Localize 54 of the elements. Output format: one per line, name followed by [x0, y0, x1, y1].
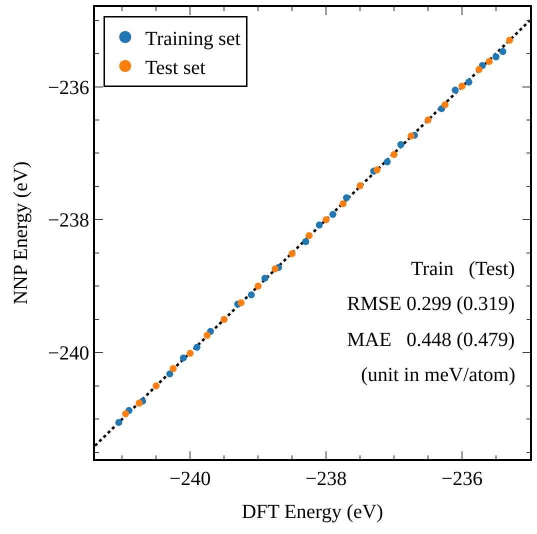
point — [458, 82, 466, 90]
point — [186, 350, 194, 357]
annotation: MAE 0.448 (0.479) — [347, 329, 515, 351]
y-tick-label: −236 — [48, 76, 90, 99]
point — [316, 222, 323, 229]
point — [272, 265, 279, 272]
point — [506, 36, 514, 44]
point — [492, 53, 500, 60]
point — [220, 316, 228, 323]
point — [340, 200, 347, 208]
point — [424, 116, 432, 124]
x-tick-label: −236 — [441, 468, 483, 490]
x-tick-label: −240 — [170, 468, 211, 490]
y-tick-label: −238 — [48, 210, 90, 232]
point — [499, 48, 506, 56]
point — [122, 410, 130, 418]
point — [306, 232, 313, 240]
x-axis-title: DFT Energy (eV) — [242, 500, 384, 523]
point — [342, 194, 350, 202]
y-tick-label: −240 — [48, 342, 90, 365]
point — [452, 86, 459, 94]
point — [152, 382, 160, 390]
point — [476, 66, 483, 73]
point — [397, 141, 404, 148]
point — [408, 132, 415, 140]
point — [115, 418, 122, 426]
x-tick-label: −238 — [305, 468, 347, 490]
annotation: (unit in meV/atom) — [361, 364, 516, 386]
legend-label: Test set — [145, 56, 206, 79]
point — [322, 216, 330, 224]
point — [288, 250, 296, 258]
point — [390, 151, 398, 158]
point — [204, 332, 211, 339]
point — [442, 101, 449, 108]
point — [486, 58, 493, 66]
point — [180, 354, 187, 362]
point — [166, 370, 174, 378]
legend-label: Training set — [145, 28, 242, 50]
point — [136, 400, 143, 407]
point — [329, 210, 336, 218]
y-axis-title: NNP Energy (eV) — [10, 161, 32, 305]
annotation: RMSE 0.299 (0.319) — [347, 293, 515, 315]
point — [465, 78, 472, 86]
point — [356, 182, 364, 190]
point — [254, 282, 262, 290]
point — [170, 365, 177, 372]
point — [193, 344, 200, 351]
point — [261, 274, 268, 282]
point — [302, 238, 310, 246]
point — [374, 166, 381, 174]
point — [384, 158, 391, 166]
point — [248, 291, 255, 298]
point — [238, 299, 245, 306]
annotation: Train (Test) — [411, 258, 515, 280]
